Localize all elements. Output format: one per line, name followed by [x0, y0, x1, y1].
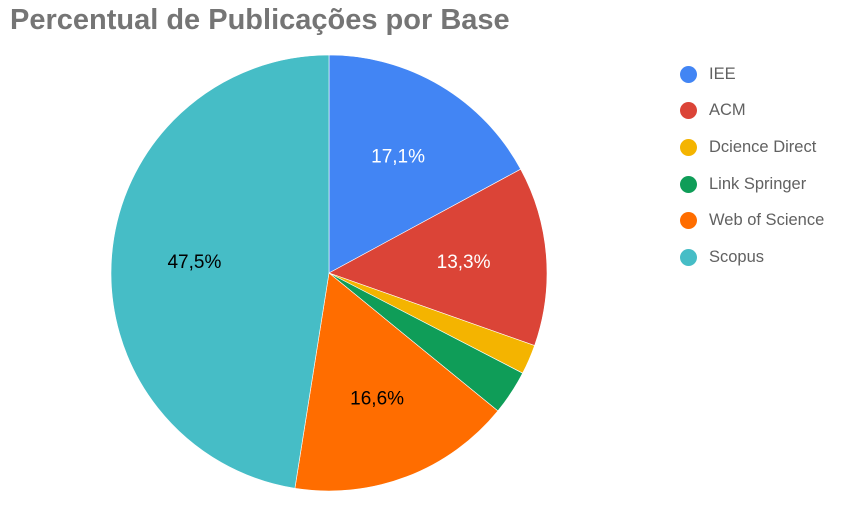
slice-label-acm: 13,3%: [437, 252, 491, 273]
slice-label-iee: 17,1%: [371, 147, 425, 168]
legend-label: Web of Science: [709, 211, 825, 230]
legend-swatch: [680, 175, 697, 193]
legend-label: Dcience Direct: [709, 137, 817, 156]
legend-swatch: [680, 248, 697, 266]
legend-swatch: [680, 65, 697, 83]
legend-item-dcience-direct: Dcience Direct: [680, 129, 824, 166]
legend-item-scopus: Scopus: [680, 239, 824, 276]
legend-label: ACM: [709, 101, 746, 120]
pie-slice-web-of-science: [294, 272, 499, 492]
legend: IEE ACM Dcience Direct Link Springer Web of …: [680, 56, 824, 276]
legend-label: Link Springer: [709, 174, 807, 193]
legend-item-web-of-science: Web of Science: [680, 202, 824, 239]
pie-slice-acm: [328, 168, 548, 346]
legend-swatch: [680, 212, 697, 230]
pie-slice-scopus: [110, 54, 330, 489]
legend-item-link-springer: Link Springer: [680, 166, 824, 203]
legend-label: Scopus: [709, 247, 765, 266]
legend-item-iee: IEE: [680, 56, 824, 93]
legend-item-acm: ACM: [680, 93, 824, 130]
legend-label: IEE: [709, 64, 736, 83]
legend-swatch: [680, 138, 697, 156]
pie-slice-iee: [328, 54, 522, 274]
slice-label-web-of-science: 16,6%: [350, 389, 404, 410]
chart-title: Percentual de Publicações por Base: [10, 4, 510, 36]
legend-swatch: [680, 102, 697, 120]
slice-label-scopus: 47,5%: [167, 252, 221, 273]
